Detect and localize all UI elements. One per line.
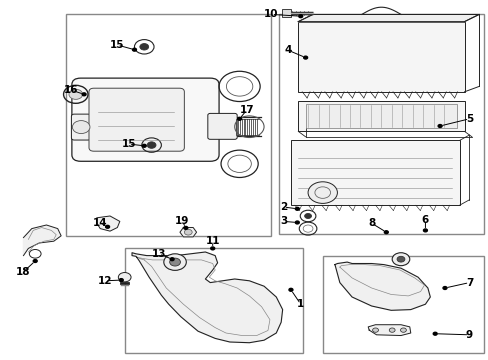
Text: 15: 15 [110, 40, 124, 50]
Circle shape [210, 247, 214, 250]
Circle shape [184, 229, 192, 235]
Circle shape [396, 256, 404, 262]
Circle shape [437, 125, 441, 127]
Circle shape [140, 44, 148, 50]
Bar [124, 248, 303, 353]
Text: 8: 8 [367, 218, 374, 228]
Text: 9: 9 [465, 330, 472, 340]
Text: 6: 6 [421, 215, 428, 225]
Text: 2: 2 [280, 202, 286, 212]
Circle shape [423, 229, 427, 232]
Bar [298, 101, 464, 131]
Circle shape [82, 93, 86, 96]
Bar [278, 14, 483, 234]
Circle shape [72, 121, 90, 134]
Circle shape [105, 225, 109, 228]
Circle shape [147, 142, 156, 148]
Text: 17: 17 [239, 105, 254, 115]
Polygon shape [298, 14, 478, 22]
Text: 3: 3 [280, 216, 286, 226]
Circle shape [372, 328, 378, 332]
Circle shape [298, 15, 302, 18]
Circle shape [384, 231, 387, 234]
Text: 19: 19 [175, 216, 189, 226]
Text: 18: 18 [16, 267, 31, 277]
Circle shape [391, 253, 409, 266]
Circle shape [33, 260, 37, 262]
Circle shape [69, 89, 82, 99]
Circle shape [288, 288, 292, 291]
Text: 4: 4 [284, 45, 292, 55]
Polygon shape [97, 216, 120, 231]
Bar [290, 140, 459, 205]
Circle shape [304, 213, 311, 219]
Circle shape [442, 287, 446, 289]
FancyBboxPatch shape [72, 78, 219, 161]
Bar [66, 14, 271, 236]
Circle shape [163, 254, 186, 270]
Text: 10: 10 [264, 9, 278, 19]
Text: 5: 5 [465, 114, 472, 124]
Text: 7: 7 [465, 278, 472, 288]
Circle shape [237, 117, 241, 120]
Polygon shape [334, 262, 429, 310]
Text: 15: 15 [121, 139, 136, 149]
Polygon shape [367, 325, 410, 336]
Text: 1: 1 [297, 299, 304, 309]
Text: 11: 11 [205, 236, 220, 246]
Polygon shape [132, 252, 282, 343]
Polygon shape [180, 228, 196, 237]
Bar [282, 9, 291, 17]
Circle shape [183, 226, 187, 229]
FancyBboxPatch shape [71, 114, 91, 140]
Circle shape [118, 273, 131, 282]
Text: 13: 13 [151, 249, 166, 259]
Polygon shape [23, 225, 61, 256]
Bar [298, 22, 464, 92]
Circle shape [295, 207, 299, 210]
Circle shape [303, 56, 307, 59]
Circle shape [432, 332, 436, 335]
Text: 16: 16 [63, 85, 78, 95]
Bar [305, 104, 456, 128]
Circle shape [400, 328, 406, 332]
Circle shape [170, 258, 174, 261]
Circle shape [169, 258, 180, 266]
Circle shape [388, 328, 394, 332]
Bar [322, 256, 483, 353]
Text: 14: 14 [93, 218, 107, 228]
Text: 12: 12 [98, 276, 112, 286]
Circle shape [307, 182, 337, 203]
Circle shape [142, 144, 146, 147]
Circle shape [119, 279, 123, 282]
Circle shape [132, 48, 136, 51]
FancyBboxPatch shape [89, 88, 184, 151]
Circle shape [295, 221, 299, 224]
FancyBboxPatch shape [207, 113, 237, 139]
